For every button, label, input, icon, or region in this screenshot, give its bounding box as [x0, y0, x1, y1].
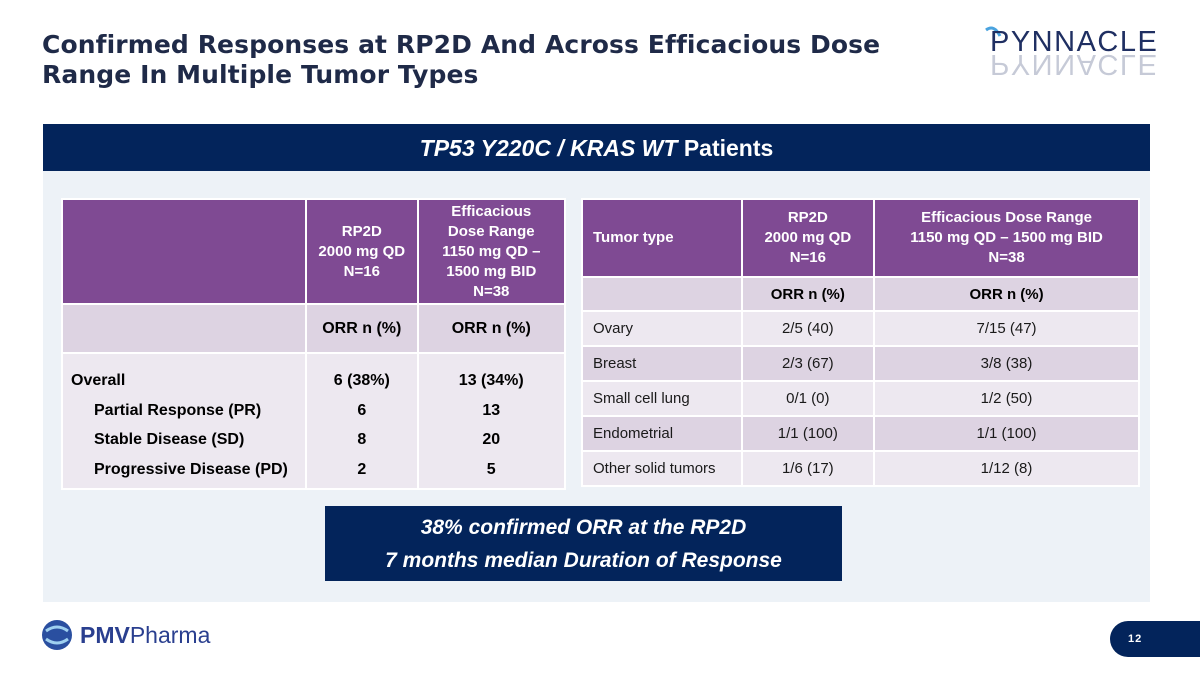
- pmv-wordmark-rest: Pharma: [129, 622, 211, 648]
- rp2d-header: RP2D 2000 mg QD N=16: [305, 198, 419, 305]
- row-label-stable-disease: Stable Disease (SD): [94, 431, 245, 448]
- callout-line-2: 7 months median Duration of Response: [385, 549, 782, 572]
- efficacious-value: 1/1 (100): [873, 415, 1140, 452]
- efficacious-value: 3/8 (38): [873, 345, 1140, 382]
- efficacious-value: 20: [482, 431, 501, 448]
- orr-subheader: ORR n (%): [873, 276, 1140, 312]
- pynnacle-swoosh-icon: [985, 26, 1002, 37]
- banner-mutation-text: TP53 Y220C / KRAS WT: [419, 135, 678, 161]
- efficacious-value: 5: [486, 460, 496, 478]
- response-labels-cell: Overall Partial Response (PR) Stable Dis…: [60, 352, 308, 490]
- efficacious-value: 13 (34%): [458, 372, 524, 389]
- empty-subheader-cell: [581, 276, 743, 312]
- tumor-type-cell: Endometrial: [581, 415, 743, 452]
- row-label-overall: Overall: [71, 372, 126, 389]
- efficacious-value: 1/12 (8): [873, 450, 1140, 487]
- rp2d-value: 0/1 (0): [740, 380, 876, 417]
- pmv-wordmark-bold: PMV: [80, 622, 130, 648]
- tumor-type-cell: Other solid tumors: [581, 450, 743, 487]
- orr-subheader: ORR n (%): [740, 276, 876, 312]
- tumor-type-cell: Breast: [581, 345, 743, 382]
- empty-subheader-cell: [60, 303, 308, 354]
- key-findings-callout: 38% confirmed ORR at the RP2D 7 months m…: [325, 506, 842, 581]
- efficacious-header: Efficacious Dose Range 1150 mg QD – 1500…: [873, 198, 1140, 278]
- rp2d-value: 2: [357, 460, 367, 478]
- rp2d-header-line: 2000 mg QD: [318, 242, 406, 260]
- rp2d-value: 2/3 (67): [740, 345, 876, 382]
- efficacious-values-cell: 13 (34%) 13 20 5: [416, 352, 567, 490]
- slide-title-line-1: Confirmed Responses at RP2D And Across E…: [42, 30, 881, 59]
- efficacious-value: 7/15 (47): [873, 310, 1140, 347]
- efficacious-header-line: 1150 mg QD – 1500 mg BID: [910, 229, 1103, 246]
- efficacious-header-line: Efficacious Dose Range: [921, 209, 1092, 226]
- response-summary-table: RP2D 2000 mg QD N=16 Efficacious Dose Ra…: [60, 198, 567, 490]
- row-label-progressive-disease: Progressive Disease (PD): [94, 460, 288, 478]
- efficacious-value: 13: [482, 401, 501, 419]
- rp2d-header-line: N=16: [789, 249, 826, 266]
- rp2d-value: 1/6 (17): [740, 450, 876, 487]
- tumor-type-header: Tumor type: [581, 198, 743, 278]
- banner-patients-text: Patients: [677, 135, 774, 161]
- rp2d-header-line: RP2D: [787, 209, 828, 226]
- rp2d-value: 2/5 (40): [740, 310, 876, 347]
- rp2d-values-cell: 6 (38%) 6 8 2: [305, 352, 419, 490]
- rp2d-value: 6: [357, 401, 367, 419]
- table-row: Endometrial 1/1 (100) 1/1 (100): [581, 415, 1140, 452]
- slide-title-line-2: Range In Multiple Tumor Types: [42, 60, 479, 89]
- table-row: Small cell lung 0/1 (0) 1/2 (50): [581, 380, 1140, 417]
- efficacious-value: 1/2 (50): [873, 380, 1140, 417]
- rp2d-value: 1/1 (100): [740, 415, 876, 452]
- rp2d-value: 8: [357, 431, 367, 448]
- tumor-type-cell: Ovary: [581, 310, 743, 347]
- table-row: Ovary 2/5 (40) 7/15 (47): [581, 310, 1140, 347]
- pmv-pharma-logo: PMVPharma: [40, 617, 240, 653]
- tumor-type-cell: Small cell lung: [581, 380, 743, 417]
- efficacious-header: Efficacious Dose Range 1150 mg QD – 1500…: [416, 198, 567, 305]
- efficacious-header-line: Dose Range: [447, 222, 535, 240]
- rp2d-header-line: RP2D: [341, 222, 382, 240]
- rp2d-header-line: N=16: [343, 262, 380, 280]
- empty-header-cell: [60, 198, 308, 305]
- efficacious-header-line: 1500 mg BID: [446, 262, 537, 280]
- callout-line-1: 38% confirmed ORR at the RP2D: [420, 516, 747, 539]
- efficacious-header-line: N=38: [473, 282, 510, 300]
- patient-population-banner: TP53 Y220C / KRAS WT Patients: [43, 124, 1150, 171]
- rp2d-value: 6 (38%): [333, 372, 390, 389]
- efficacious-header-line: N=38: [988, 249, 1025, 266]
- content-panel: TP53 Y220C / KRAS WT Patients RP2D 2000 …: [43, 124, 1150, 602]
- pmv-globe-icon: [42, 620, 72, 650]
- pynnacle-wordmark: PYNNACLE: [990, 26, 1159, 58]
- tumor-type-table: Tumor type RP2D 2000 mg QD N=16 Efficaci…: [581, 198, 1140, 487]
- row-label-partial-response: Partial Response (PR): [94, 401, 262, 419]
- pynnacle-wordmark-reflection: PYNNACLE: [990, 48, 1159, 80]
- rp2d-header-line: 2000 mg QD: [764, 229, 852, 246]
- efficacious-header-line: Efficacious: [451, 202, 532, 220]
- orr-subheader: ORR n (%): [305, 303, 419, 354]
- rp2d-header: RP2D 2000 mg QD N=16: [740, 198, 876, 278]
- efficacious-header-line: 1150 mg QD –: [442, 242, 541, 260]
- pmv-wordmark: PMVPharma: [80, 622, 210, 649]
- page-number-badge: 12: [1110, 621, 1200, 657]
- pynnacle-logo: PYNNACLE PYNNACLE: [984, 22, 1158, 80]
- orr-subheader: ORR n (%): [416, 303, 567, 354]
- table-row: Other solid tumors 1/6 (17) 1/12 (8): [581, 450, 1140, 487]
- slide-title: Confirmed Responses at RP2D And Across E…: [42, 30, 962, 90]
- table-row: Breast 2/3 (67) 3/8 (38): [581, 345, 1140, 382]
